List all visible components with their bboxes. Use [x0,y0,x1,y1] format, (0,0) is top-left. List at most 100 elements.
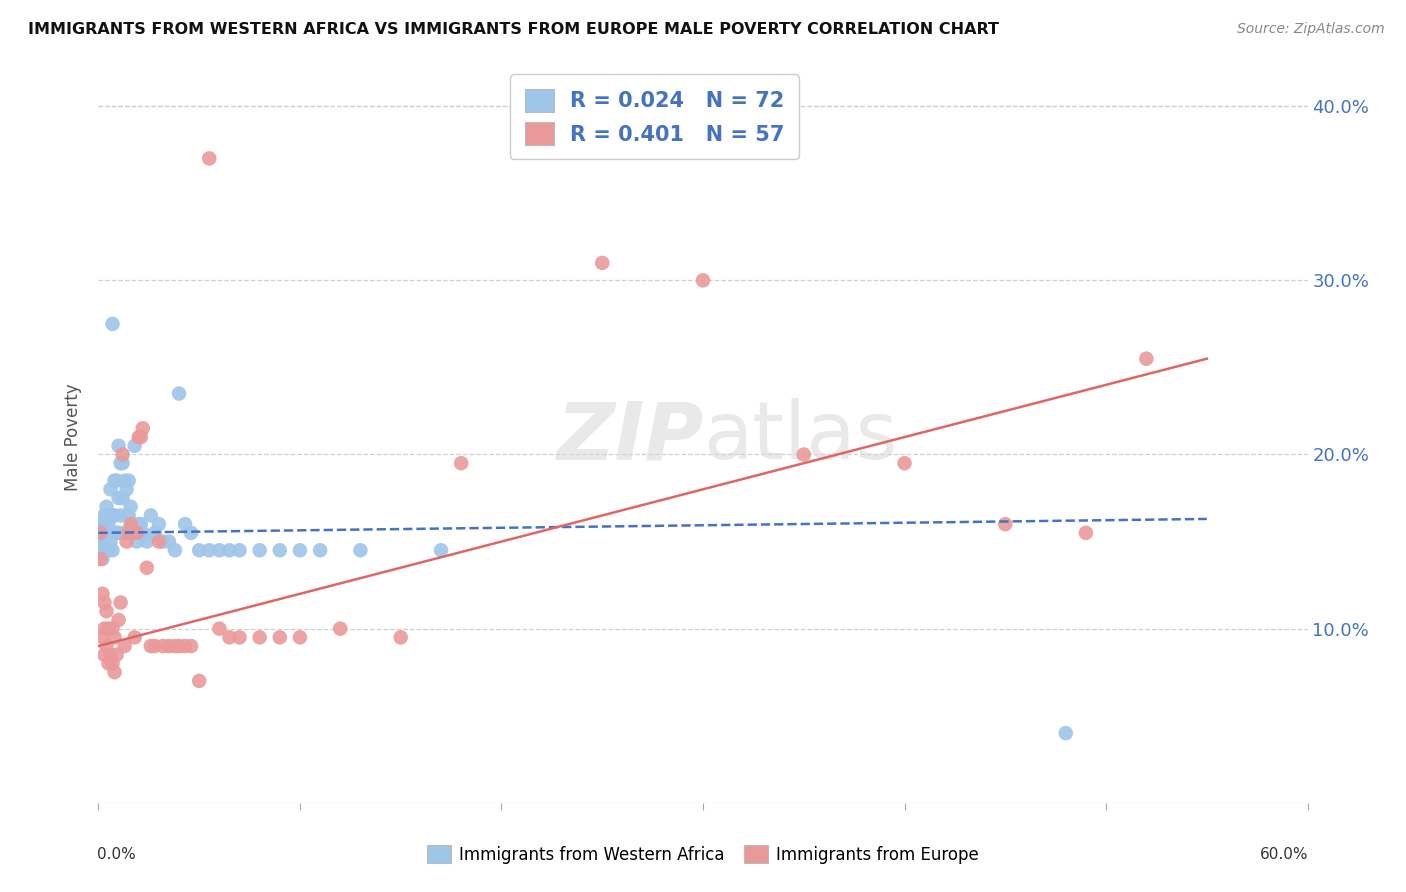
Point [97,508,120,523]
Point [152,639,174,653]
Point [96,543,118,558]
Point [249,543,271,558]
Point [91,631,114,645]
Text: 0.0%: 0.0% [97,847,136,862]
Point [96,525,118,540]
Point [97,525,120,540]
Point [135,534,157,549]
Point [96,604,118,618]
Point [103,665,125,680]
Point [91,517,114,532]
Point [128,517,150,532]
Point [180,639,202,653]
Point [91,552,114,566]
Point [96,639,118,653]
Point [121,517,143,532]
Point [139,508,162,523]
Point [97,543,120,558]
Point [591,256,613,270]
Point [128,430,150,444]
Point [118,474,141,488]
Point [91,587,114,601]
Point [288,631,311,645]
Point [101,622,124,636]
Point [208,622,231,636]
Point [309,543,332,558]
Point [101,317,124,331]
Point [167,639,190,653]
Point [101,657,124,671]
Point [93,595,115,609]
Legend: R = 0.024   N = 72, R = 0.401   N = 57: R = 0.024 N = 72, R = 0.401 N = 57 [510,74,800,160]
Point [110,508,132,523]
Point [118,525,141,540]
Point [111,491,134,505]
Point [143,525,166,540]
Point [114,525,136,540]
Point [89,525,111,540]
Point [125,534,148,549]
Point [143,639,166,653]
Point [89,543,111,558]
Point [93,534,115,549]
Point [89,534,111,549]
Point [174,517,197,532]
Point [288,543,311,558]
Text: Source: ZipAtlas.com: Source: ZipAtlas.com [1237,22,1385,37]
Point [118,508,141,523]
Point [129,430,152,444]
Point [115,534,138,549]
Point [93,508,115,523]
Point [124,439,146,453]
Point [93,543,115,558]
Point [218,631,240,645]
Point [100,648,122,662]
Point [198,543,221,558]
Point [96,500,118,514]
Point [349,543,371,558]
Point [329,622,352,636]
Point [110,456,132,470]
Point [103,508,125,523]
Point [111,456,134,470]
Point [91,534,114,549]
Point [97,657,120,671]
Point [148,517,170,532]
Point [89,552,111,566]
Point [430,543,453,558]
Text: 60.0%: 60.0% [1260,847,1309,862]
Point [249,631,271,645]
Point [107,439,129,453]
Point [208,543,231,558]
Point [101,508,124,523]
Point [218,543,240,558]
Point [89,525,111,540]
Point [167,386,190,401]
Point [93,525,115,540]
Point [93,648,115,662]
Point [114,639,136,653]
Point [91,525,114,540]
Point [148,534,170,549]
Point [105,648,128,662]
Point [110,595,132,609]
Y-axis label: Male Poverty: Male Poverty [65,384,83,491]
Point [97,622,120,636]
Point [228,543,250,558]
Point [228,631,250,645]
Point [120,500,142,514]
Text: ZIP: ZIP [555,398,703,476]
Point [93,622,115,636]
Point [157,534,180,549]
Point [163,639,186,653]
Point [1074,525,1097,540]
Point [139,639,162,653]
Point [124,631,146,645]
Point [114,474,136,488]
Point [163,543,186,558]
Legend: Immigrants from Western Africa, Immigrants from Europe: Immigrants from Western Africa, Immigran… [420,838,986,871]
Point [450,456,472,470]
Point [188,673,211,688]
Point [152,534,174,549]
Point [100,534,122,549]
